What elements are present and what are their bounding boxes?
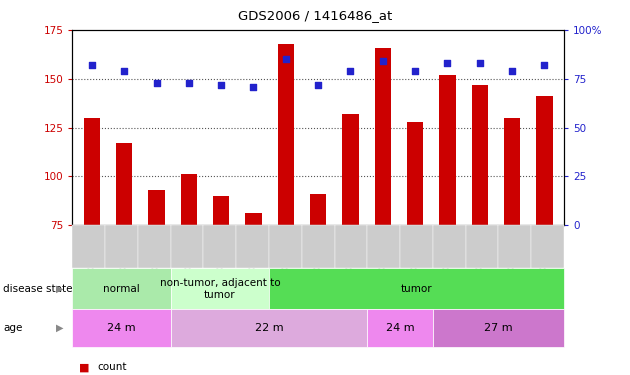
Point [281, 56, 291, 62]
Text: count: count [98, 363, 127, 372]
Text: 24 m: 24 m [386, 323, 415, 333]
Bar [116, 143, 132, 225]
Point [248, 84, 258, 90]
Point [216, 82, 226, 88]
Bar [536, 96, 553, 225]
Point [87, 62, 97, 68]
Point [507, 68, 517, 74]
Point [184, 80, 194, 86]
Bar [213, 196, 229, 225]
Bar [149, 190, 164, 225]
Bar [439, 75, 455, 225]
Bar [181, 174, 197, 225]
Text: 24 m: 24 m [107, 323, 136, 333]
Point [378, 58, 388, 64]
Bar [504, 118, 520, 225]
Point [475, 60, 485, 66]
Text: ▶: ▶ [56, 284, 64, 294]
Text: age: age [3, 323, 23, 333]
Text: ▶: ▶ [56, 323, 64, 333]
Bar [84, 118, 100, 225]
Bar [407, 122, 423, 225]
Point [313, 82, 323, 88]
Point [442, 60, 452, 66]
Point [539, 62, 549, 68]
Bar [278, 44, 294, 225]
Point [151, 80, 161, 86]
Text: non-tumor, adjacent to
tumor: non-tumor, adjacent to tumor [159, 278, 280, 300]
Point [410, 68, 420, 74]
Text: disease state: disease state [3, 284, 72, 294]
Bar [310, 194, 326, 225]
Text: normal: normal [103, 284, 140, 294]
Point [119, 68, 129, 74]
Text: tumor: tumor [401, 284, 432, 294]
Point [345, 68, 355, 74]
Bar [375, 48, 391, 225]
Text: 27 m: 27 m [484, 323, 513, 333]
Text: ■: ■ [79, 363, 89, 372]
Text: 22 m: 22 m [255, 323, 284, 333]
Bar [342, 114, 358, 225]
Bar [472, 85, 488, 225]
Text: GDS2006 / 1416486_at: GDS2006 / 1416486_at [238, 9, 392, 22]
Bar [246, 213, 261, 225]
